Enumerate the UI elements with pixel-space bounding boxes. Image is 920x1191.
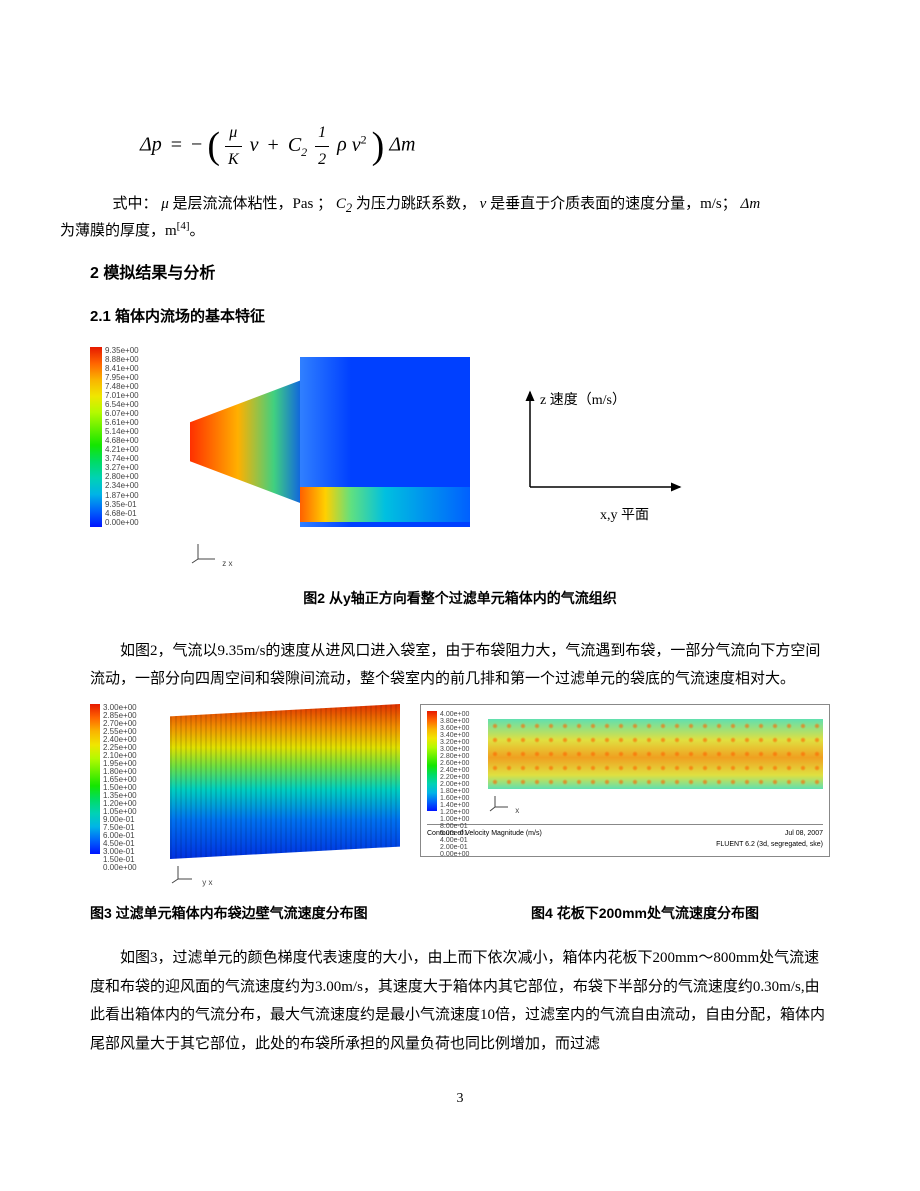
cfd-chamber: [300, 357, 470, 527]
frac-half: 1 2: [315, 120, 329, 172]
desc-c2-txt: 为压力跳跃系数，: [356, 196, 480, 212]
desc-mu-txt: 是层流流体粘性，Pas ；: [173, 196, 333, 212]
colorbar4-labels: 4.00e+003.80e+003.60e+003.40e+003.20e+00…: [440, 711, 469, 811]
cfd-fig4-container: x: [488, 711, 823, 818]
fig4-footer-left: Contours of Velocity Magnitude (m/s): [427, 828, 542, 850]
colorbar-fig3: 3.00e+002.85e+002.70e+002.55e+002.40e+00…: [90, 704, 150, 854]
mini-axis-fig4: x: [488, 793, 823, 818]
section-2-heading: 2 模拟结果与分析: [90, 261, 830, 287]
paren-right: ): [372, 125, 385, 167]
fig3-caption: 图3 过滤单元箱体内布袋边壁气流速度分布图: [90, 902, 460, 924]
colorbar-fig4: 4.00e+003.80e+003.60e+003.40e+003.20e+00…: [427, 711, 482, 818]
eq-dm: Δm: [389, 134, 415, 156]
cfd-hopper: [190, 377, 310, 507]
equation-description: 式中： μ 是层流流体粘性，Pas ； C2 为压力跳跃系数， v 是垂直于介质…: [90, 192, 830, 243]
colorbar-labels: 9.35e+008.88e+008.41e+007.95e+007.48e+00…: [105, 347, 139, 527]
desc-v-txt: 是垂直于介质表面的速度分量，m/s；: [490, 196, 737, 212]
frac1-num: μ: [225, 120, 242, 147]
fig4-caption: 图4 花板下200mm处气流速度分布图: [460, 902, 830, 924]
figure-3-4-row: 3.00e+002.85e+002.70e+002.55e+002.40e+00…: [90, 704, 830, 890]
frac2-num: 1: [315, 120, 329, 147]
cfd-image-fig2: [190, 347, 470, 537]
eq-rho: ρ: [337, 134, 347, 156]
eq-sign: =: [167, 134, 186, 156]
desc-c2: C2: [336, 196, 352, 212]
frac-mu-k: μ K: [225, 120, 242, 172]
axis-z-label: z 速度（m/s）: [540, 390, 626, 412]
paragraph-2: 如图3，过滤单元的颜色梯度代表速度的大小，由上而下依次减小，箱体内花板下200m…: [90, 944, 830, 1058]
desc-prefix: 式中：: [113, 196, 158, 212]
mini-axis-fig2: z x: [190, 541, 470, 571]
axis-xy-label: x,y 平面: [600, 505, 649, 527]
eq-v2: v2: [352, 134, 367, 156]
fig-3-4-caption-row: 图3 过滤单元箱体内布袋边壁气流速度分布图 图4 花板下200mm处气流速度分布…: [90, 902, 830, 924]
cfd-image-fig3: [170, 704, 400, 859]
desc-mu: μ: [161, 196, 169, 212]
fig4-footer-right: Jul 08, 2007 FLUENT 6.2 (3d, segregated,…: [716, 828, 823, 850]
frac2-den: 2: [315, 147, 329, 173]
colorbar3-labels: 3.00e+002.85e+002.70e+002.55e+002.40e+00…: [103, 704, 137, 854]
eq-plus: +: [264, 134, 283, 156]
fig4-footer: Contours of Velocity Magnitude (m/s) Jul…: [427, 824, 823, 850]
eq-lhs: Δp: [140, 134, 162, 156]
desc-dm: Δm: [741, 196, 761, 212]
axis-diagram: z 速度（m/s） x,y 平面: [500, 347, 700, 525]
colorbar4-scale: [427, 711, 437, 811]
cfd-fig2-container: z x: [190, 347, 470, 571]
paragraph-1: 如图2，气流以9.35m/s的速度从进风口进入袋室，由于布袋阻力大，气流遇到布袋…: [90, 637, 830, 694]
colorbar-fig2: 9.35e+008.88e+008.41e+007.95e+007.48e+00…: [90, 347, 160, 527]
page-number: 3: [90, 1088, 830, 1110]
eq-v1: v: [247, 134, 259, 156]
subsection-21-heading: 2.1 箱体内流场的基本特征: [90, 305, 830, 329]
colorbar-scale: [90, 347, 102, 527]
cfd-fig3-container: y x: [170, 704, 400, 890]
equation-pressure-drop: Δp = − ( μ K v + C2 1 2 ρ v2 ) Δm: [140, 120, 830, 172]
colorbar3-scale: [90, 704, 100, 854]
frac1-den: K: [225, 147, 242, 173]
cfd-image-fig4: [488, 719, 823, 789]
mini-axis-fig3: y x: [170, 863, 400, 890]
figure-2-row: 9.35e+008.88e+008.41e+007.95e+007.48e+00…: [90, 347, 830, 571]
fig4-box: 4.00e+003.80e+003.60e+003.40e+003.20e+00…: [420, 704, 830, 857]
desc-dm-txt: 为薄膜的厚度，m: [60, 223, 177, 239]
desc-v: v: [480, 196, 487, 212]
eq-c2: C2: [288, 134, 307, 156]
desc-ref: [4]: [177, 220, 190, 232]
desc-period: 。: [190, 223, 205, 239]
paren-left: (: [207, 125, 220, 167]
fig2-caption: 图2 从y轴正方向看整个过滤单元箱体内的气流组织: [90, 587, 830, 609]
eq-neg: −: [191, 134, 202, 156]
